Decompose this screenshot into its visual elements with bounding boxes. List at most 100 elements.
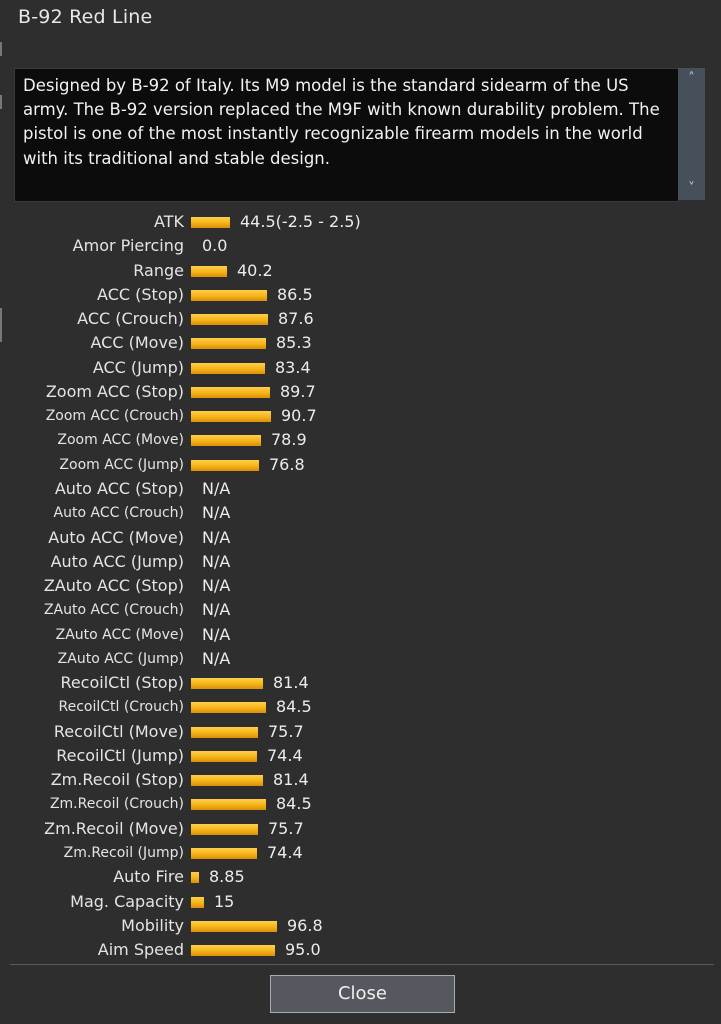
stat-label: Zoom ACC (Crouch): [45, 408, 184, 425]
stat-label: Zm.Recoil (Jump): [63, 845, 184, 862]
stat-label: Aim Speed: [97, 940, 184, 960]
stat-bar: [191, 362, 265, 374]
stat-row: Mobility 96.8: [0, 914, 721, 938]
stat-label: ZAuto ACC (Crouch): [43, 602, 184, 619]
stat-bar: [191, 217, 230, 228]
stat-label: ACC (Crouch): [77, 309, 184, 329]
stat-label: Auto ACC (Crouch): [53, 505, 184, 522]
stat-label: ACC (Stop): [97, 284, 184, 304]
stat-value: 90.7: [281, 406, 317, 426]
stat-label: ACC (Jump): [92, 357, 184, 377]
stat-row: ACC (Jump) 83.4: [0, 356, 721, 380]
stat-value: 40.2: [237, 260, 273, 280]
stat-row: Auto ACC (Jump) N/A: [0, 550, 721, 574]
left-edge-mark: [0, 42, 2, 56]
description-scrollbar[interactable]: ˄ ˅: [678, 68, 705, 200]
stat-bar: [191, 896, 204, 908]
stat-row: RecoilCtl (Jump) 74.4: [0, 744, 721, 768]
stat-bar: [191, 872, 199, 884]
stat-value: N/A: [202, 624, 231, 644]
stat-value: 86.5: [277, 284, 313, 304]
stat-row: Zm.Recoil (Jump) 74.4: [0, 841, 721, 865]
chevron-down-icon[interactable]: ˅: [688, 181, 695, 196]
stat-row: Amor Piercing 0.0: [0, 234, 721, 258]
stat-label: Auto ACC (Jump): [50, 551, 184, 571]
left-edge-mark: [0, 95, 2, 109]
stat-row: ZAuto ACC (Jump) N/A: [0, 647, 721, 671]
description-panel: Designed by B-92 of Italy. Its M9 model …: [14, 68, 679, 202]
stat-label: RecoilCtl (Crouch): [58, 699, 184, 716]
stat-row: Zoom ACC (Move) 78.9: [0, 428, 721, 452]
window-title: B-92 Red Line: [18, 6, 153, 28]
stat-label: RecoilCtl (Stop): [60, 673, 184, 693]
stat-bar: [191, 459, 259, 471]
stat-label: RecoilCtl (Move): [53, 721, 184, 741]
stat-row: ZAuto ACC (Stop) N/A: [0, 574, 721, 598]
stat-label: Auto ACC (Move): [48, 527, 184, 547]
stat-value: 0.0: [202, 236, 228, 256]
stat-label: Mobility: [121, 915, 184, 935]
stat-bar: [191, 726, 258, 738]
stat-row: RecoilCtl (Crouch) 84.5: [0, 695, 721, 719]
stat-value: 78.9: [271, 430, 307, 450]
stat-value: 84.5: [276, 794, 312, 814]
stat-row: Range 40.2: [0, 259, 721, 283]
stat-bar: [191, 848, 257, 860]
stat-value: 74.4: [267, 843, 303, 863]
chevron-up-icon[interactable]: ˄: [688, 71, 695, 86]
stat-value: 81.4: [273, 673, 309, 693]
stat-label: Zoom ACC (Jump): [59, 456, 184, 473]
stat-value: N/A: [202, 576, 231, 596]
stat-value: 76.8: [269, 454, 305, 474]
stat-row: Aim Speed 95.0: [0, 938, 721, 962]
stat-row: Zoom ACC (Stop) 89.7: [0, 380, 721, 404]
stat-bar: [191, 702, 266, 714]
stat-value: 83.4: [275, 357, 311, 377]
stat-row: ACC (Crouch) 87.6: [0, 307, 721, 331]
stat-label: RecoilCtl (Jump): [56, 745, 184, 765]
stat-bar: [191, 411, 271, 423]
stat-value: 89.7: [280, 381, 316, 401]
description-text: Designed by B-92 of Italy. Its M9 model …: [23, 76, 660, 168]
stat-bar: [191, 289, 267, 301]
stat-row: Auto ACC (Move) N/A: [0, 526, 721, 550]
stat-label: ATK: [154, 212, 184, 231]
stat-value: 75.7: [268, 818, 304, 838]
stat-row: Zoom ACC (Jump) 76.8: [0, 453, 721, 477]
stat-bar: [191, 314, 268, 326]
stat-row: Zm.Recoil (Move) 75.7: [0, 817, 721, 841]
stat-bar: [191, 435, 261, 447]
stat-label: Zm.Recoil (Move): [44, 818, 184, 838]
stat-value: 74.4: [267, 745, 303, 765]
stat-bar: [191, 678, 263, 690]
stat-label: Zoom ACC (Stop): [45, 381, 184, 401]
stat-row: Zm.Recoil (Stop) 81.4: [0, 768, 721, 792]
stat-value: N/A: [202, 600, 231, 620]
stat-value: N/A: [202, 503, 231, 523]
stat-label: Auto ACC (Stop): [54, 478, 184, 498]
stat-label: Range: [133, 260, 184, 280]
stat-bar: [191, 799, 266, 811]
stat-value: 85.3: [276, 333, 312, 353]
stat-bar: [191, 338, 266, 350]
stat-bar: [191, 386, 270, 398]
stat-bar: [191, 775, 263, 787]
stat-row: ZAuto ACC (Move) N/A: [0, 623, 721, 647]
stat-row: ACC (Move) 85.3: [0, 331, 721, 355]
stat-bar: [191, 750, 257, 762]
divider: [10, 964, 714, 965]
stat-row: Zm.Recoil (Crouch) 84.5: [0, 792, 721, 816]
stat-value: 15: [214, 891, 235, 911]
left-edge-mark: [0, 308, 2, 342]
stat-value: 75.7: [268, 721, 304, 741]
stat-label: ACC (Move): [90, 333, 184, 353]
stat-bar: [191, 920, 277, 932]
stat-label: ZAuto ACC (Move): [55, 626, 184, 643]
stat-value: N/A: [202, 478, 231, 498]
stat-label: Zm.Recoil (Stop): [50, 770, 184, 790]
stat-label: Mag. Capacity: [70, 891, 184, 911]
close-button[interactable]: Close: [270, 975, 455, 1013]
stat-row: Zoom ACC (Crouch) 90.7: [0, 404, 721, 428]
stat-row: Auto ACC (Stop) N/A: [0, 477, 721, 501]
stat-label: Zm.Recoil (Crouch): [49, 796, 184, 813]
